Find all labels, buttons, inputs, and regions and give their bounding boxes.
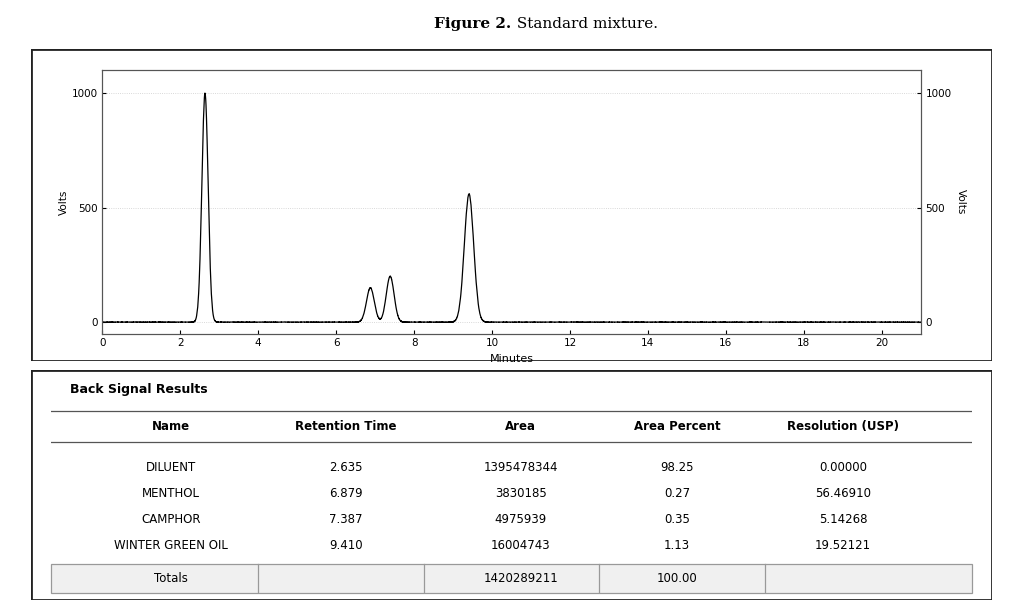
Text: 6.879: 6.879 [329, 487, 362, 500]
Text: Standard mixture.: Standard mixture. [512, 17, 658, 31]
Text: Retention Time: Retention Time [295, 420, 397, 433]
Text: 5.14268: 5.14268 [818, 513, 868, 526]
FancyBboxPatch shape [31, 49, 992, 361]
Text: 7.387: 7.387 [329, 513, 362, 526]
Text: 0.27: 0.27 [664, 487, 691, 500]
Text: Area Percent: Area Percent [634, 420, 720, 433]
Text: 1.13: 1.13 [664, 539, 691, 553]
Text: 19.52121: 19.52121 [815, 539, 871, 553]
Text: Totals: Totals [153, 572, 188, 585]
Text: MENTHOL: MENTHOL [142, 487, 199, 500]
Text: 9.410: 9.410 [329, 539, 362, 553]
Text: 1395478344: 1395478344 [484, 461, 558, 474]
Text: 100.00: 100.00 [657, 572, 698, 585]
Text: CAMPHOR: CAMPHOR [141, 513, 201, 526]
Text: Name: Name [151, 420, 190, 433]
Text: WINTER GREEN OIL: WINTER GREEN OIL [114, 539, 228, 553]
Y-axis label: Volts: Volts [58, 189, 69, 215]
Text: DILUENT: DILUENT [145, 461, 196, 474]
X-axis label: Minutes: Minutes [489, 354, 534, 364]
Text: 3830185: 3830185 [495, 487, 546, 500]
Text: 1420289211: 1420289211 [483, 572, 559, 585]
Text: Resolution (USP): Resolution (USP) [787, 420, 899, 433]
Text: Figure 2.: Figure 2. [434, 17, 512, 31]
Text: 98.25: 98.25 [661, 461, 694, 474]
Text: 56.46910: 56.46910 [815, 487, 871, 500]
Text: 2.635: 2.635 [329, 461, 362, 474]
Text: 4975939: 4975939 [494, 513, 547, 526]
Text: Back Signal Results: Back Signal Results [70, 383, 208, 396]
Text: Area: Area [505, 420, 536, 433]
Y-axis label: Volts: Volts [955, 189, 966, 215]
Text: 0.35: 0.35 [664, 513, 691, 526]
FancyBboxPatch shape [51, 564, 972, 592]
Text: 0.00000: 0.00000 [819, 461, 866, 474]
Text: 16004743: 16004743 [491, 539, 550, 553]
FancyBboxPatch shape [31, 370, 992, 600]
